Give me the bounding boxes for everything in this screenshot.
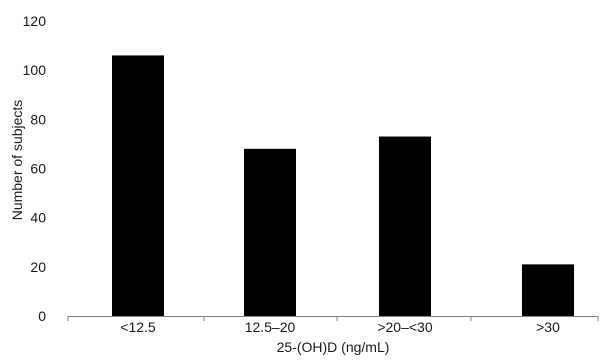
y-tick-label: 60	[30, 161, 46, 177]
y-tick-label: 100	[23, 62, 47, 78]
bar	[112, 55, 164, 317]
y-axis-ticks: 0 20 40 60 80 100 120	[23, 13, 47, 324]
y-tick-label: 40	[30, 210, 46, 226]
bar	[244, 148, 296, 316]
x-tick-label: >30	[536, 319, 560, 335]
bar	[522, 264, 574, 316]
x-tick-label: 12.5–20	[245, 319, 296, 335]
x-tick-label: <12.5	[120, 319, 156, 335]
y-tick-label: 80	[30, 111, 46, 127]
bars	[112, 55, 574, 317]
bar	[379, 136, 431, 316]
y-tick-label: 20	[30, 259, 46, 275]
x-axis-ticks: <12.5 12.5–20 >20–<30 >30	[67, 316, 599, 335]
y-tick-label: 120	[23, 13, 47, 29]
x-axis-label: 25-(OH)D (ng/mL)	[277, 339, 390, 355]
y-tick-label: 0	[38, 308, 46, 324]
y-axis-label: Number of subjects	[9, 100, 25, 221]
x-tick-label: >20–<30	[377, 319, 432, 335]
